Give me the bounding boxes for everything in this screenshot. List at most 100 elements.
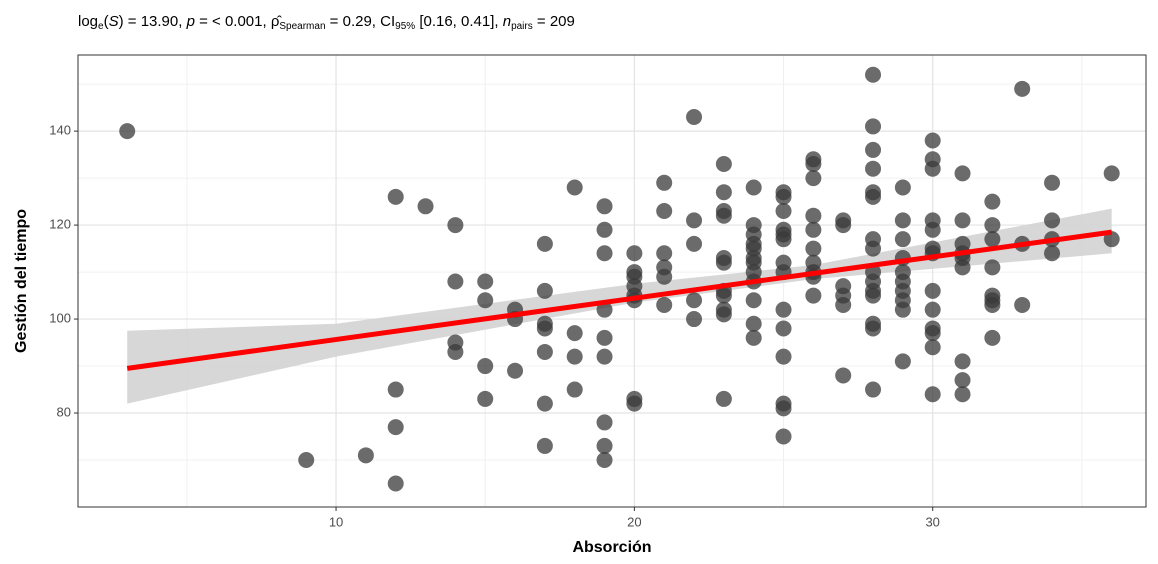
point [447,273,464,290]
point [119,123,136,140]
point [954,386,971,403]
point [387,419,404,436]
point [745,329,762,346]
point [715,207,732,224]
title-part: e [98,21,104,32]
title-part: = 209 [533,13,575,30]
y-axis-label: Gestión del tiempo [13,209,30,353]
point [596,301,613,318]
point [1014,80,1031,97]
point [894,301,911,318]
point [954,372,971,389]
point [865,160,882,177]
regression-line [126,229,1113,371]
point [477,292,494,309]
point [626,245,643,262]
y-tick-label: 100 [49,310,71,325]
point [865,141,882,158]
x-tick-label: 30 [925,514,939,529]
title-part: [0.16, 0.41], [415,13,503,30]
point [626,395,643,412]
point [596,452,613,469]
title-part: n [503,13,511,30]
point [596,437,613,454]
point [1014,296,1031,313]
point [924,301,941,318]
point [865,118,882,135]
point [954,212,971,229]
title-part: S [109,13,119,30]
point [984,329,1001,346]
point [596,414,613,431]
point [447,217,464,234]
point [924,282,941,299]
chart-title: loge(S) = 13.90, p = < 0.001, ρ̂Spearman… [78,13,575,32]
point [536,437,553,454]
point [715,287,732,304]
point [984,231,1001,248]
point [865,287,882,304]
point [1103,165,1120,182]
point [865,66,882,83]
point [566,179,583,196]
point [715,390,732,407]
y-tick-label: 80 [57,404,71,419]
point [805,170,822,187]
point [536,235,553,252]
point [954,165,971,182]
point [924,132,941,149]
point [865,320,882,337]
point [775,202,792,219]
x-tick-label: 10 [329,514,343,529]
point [835,217,852,234]
panel-border [77,54,1147,508]
point [805,287,822,304]
title-part: ( [104,13,109,30]
title-part: ρ̂ [271,13,283,30]
point [447,343,464,360]
point [566,348,583,365]
point [715,254,732,271]
point [894,231,911,248]
point [536,282,553,299]
point [536,395,553,412]
point [894,212,911,229]
point [775,348,792,365]
point [477,273,494,290]
point [357,447,374,464]
point [924,325,941,342]
point [954,353,971,370]
y-tick-label: 120 [49,217,71,232]
point [865,381,882,398]
point [686,311,703,328]
point [745,315,762,332]
point [894,353,911,370]
point [775,320,792,337]
title-part: Spearman [279,21,325,32]
point [298,452,315,469]
point [686,109,703,126]
title-part: p [186,13,195,30]
title-part: ) = 13.90, [119,13,187,30]
point [715,184,732,201]
x-tick-label: 20 [627,514,641,529]
point [745,292,762,309]
point [656,174,673,191]
point [715,156,732,173]
y-tick-label: 140 [49,123,71,138]
point [596,348,613,365]
point [745,179,762,196]
point [775,428,792,445]
point [477,390,494,407]
point [924,160,941,177]
point [775,188,792,205]
point [477,358,494,375]
point [686,235,703,252]
title-part: = < 0.001, [195,13,271,30]
point [924,386,941,403]
point [596,245,613,262]
point [775,301,792,318]
point [835,367,852,384]
point [984,217,1001,234]
